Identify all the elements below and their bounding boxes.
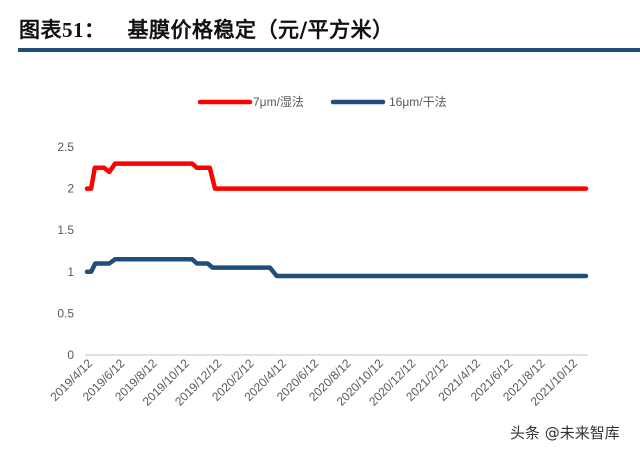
legend: 7μm/湿法 16μm/干法	[197, 94, 447, 109]
legend-label: 16μm/干法	[389, 95, 447, 109]
chart-title: 基膜价格稳定（元/平方米）	[127, 18, 394, 42]
plot-area	[84, 161, 589, 279]
watermark: 头条 @未来智库	[510, 424, 620, 442]
figure-title: 图表51： 基膜价格稳定（元/平方米）	[19, 14, 394, 44]
y-tick-label: 2	[67, 182, 74, 196]
y-tick-label: 1.5	[57, 223, 74, 237]
y-tick-label: 2.5	[57, 140, 74, 154]
series-line-16um-dry	[84, 257, 589, 279]
y-tick-label: 0.5	[57, 306, 74, 320]
x-axis: 2019/4/122019/6/122019/8/122019/10/12201…	[47, 356, 580, 409]
series-line-7um-wet	[84, 161, 589, 191]
y-tick-label: 1	[67, 265, 74, 279]
y-tick-label: 0	[67, 348, 74, 362]
title-rule	[18, 48, 640, 52]
y-axis: 0 0.5 1 1.5 2 2.5	[57, 140, 74, 362]
legend-label: 7μm/湿法	[253, 94, 304, 109]
figure-label: 图表51：	[19, 18, 106, 42]
